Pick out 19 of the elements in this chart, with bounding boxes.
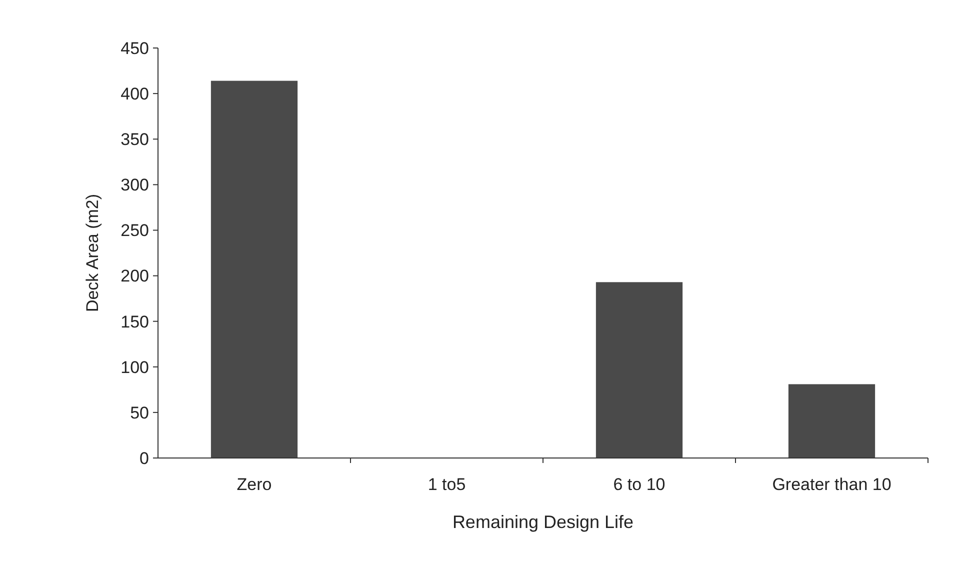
y-tick-label: 150 [120,312,149,332]
x-axis-title: Remaining Design Life [452,512,634,532]
x-tick-label: Zero [236,475,272,494]
y-tick-label: 350 [120,130,149,150]
y-tick-label: 450 [120,38,149,58]
y-tick-label: 200 [120,266,149,286]
y-tick-label: 300 [120,176,149,195]
y-axis-title: Deck Area (m2) [83,194,102,312]
bar [596,282,683,458]
x-tick-label: Greater than 10 [772,475,892,494]
y-tick-label: 100 [120,358,149,377]
bar [210,80,298,458]
y-tick-label: 250 [120,221,149,240]
y-tick-label: 0 [140,448,149,468]
x-tick-label: 6 to 10 [613,475,666,494]
y-tick-label: 400 [120,84,149,104]
bar [788,384,876,458]
x-tick-label: 1 to5 [428,475,466,494]
y-tick-label: 50 [130,403,149,422]
